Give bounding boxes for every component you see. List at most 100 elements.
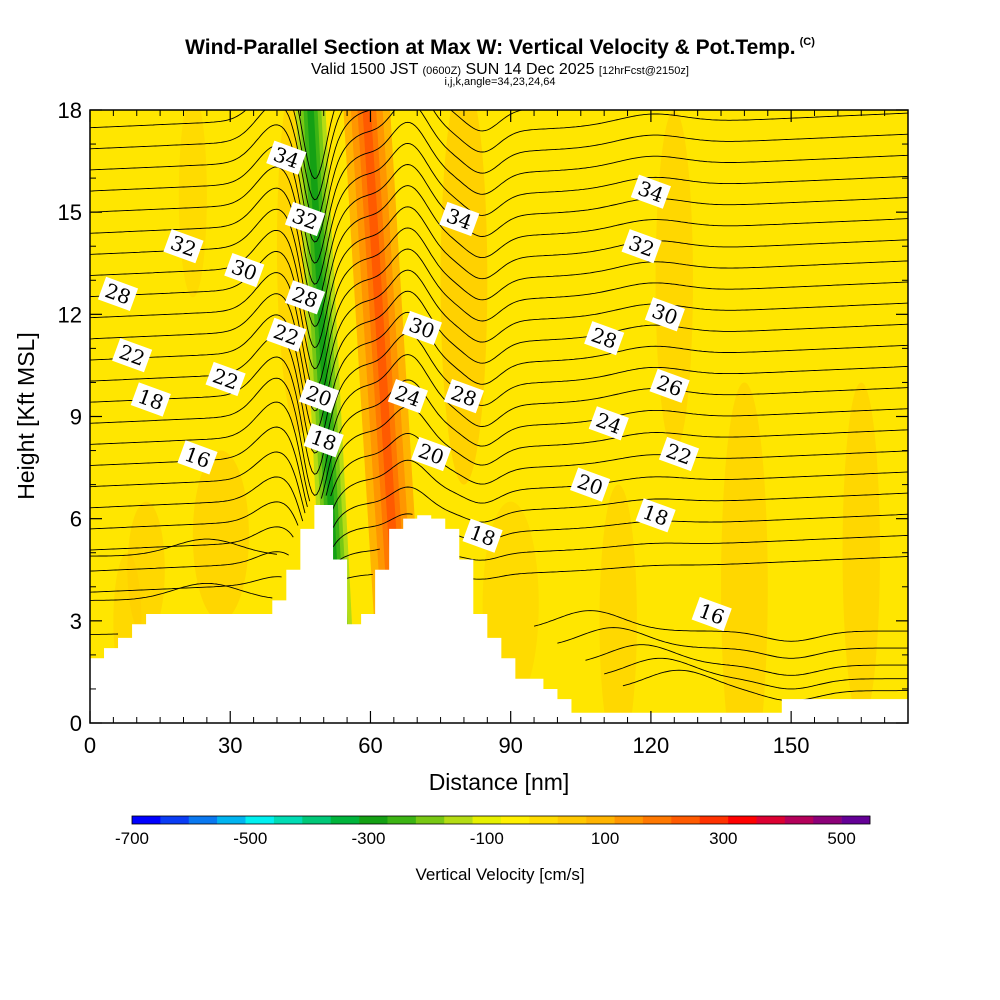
colorbar-swatch-9 — [387, 816, 417, 824]
west-contour-2 — [90, 538, 278, 557]
contour-label-box — [266, 317, 307, 352]
updraft-blob-5 — [599, 484, 637, 723]
contour-label-box — [284, 201, 326, 237]
theta-contour-19 — [90, 121, 908, 264]
theta-contour-22 — [90, 110, 525, 201]
colorbar-tick-label: -700 — [115, 829, 149, 848]
colorbar-swatch-6 — [302, 816, 331, 824]
colorbar-frame — [131, 815, 871, 825]
theta-contour-16 — [90, 185, 908, 327]
y-tick-label: 6 — [70, 507, 82, 532]
updraft-blob-1 — [192, 450, 249, 621]
contour-label-box — [387, 379, 428, 414]
y-tick-label: 18 — [58, 98, 82, 123]
copyright-mark: (C) — [799, 36, 815, 48]
theta-contour-23 — [297, 110, 485, 180]
contour-label-6: 32 — [163, 229, 204, 264]
theta-contour-18 — [90, 142, 908, 285]
colorbar-swatch-11 — [444, 816, 473, 824]
y-tick-label: 12 — [58, 302, 82, 327]
low-contour-3 — [604, 657, 908, 690]
x-tick-label: 0 — [84, 733, 96, 758]
colorbar-swatch-25 — [841, 816, 871, 824]
contour-label-26: 20 — [570, 467, 611, 502]
x-tick-label: 120 — [633, 733, 670, 758]
colorbar-swatch-12 — [472, 816, 502, 824]
contour-label-box — [588, 406, 629, 441]
colorbar: -700 -500 -300 -100 100 300 500 — [115, 815, 871, 848]
theta-contour-8 — [90, 354, 908, 496]
x-tick-label: 30 — [218, 733, 242, 758]
contour-label-box — [443, 379, 484, 414]
contour-label-box — [266, 140, 307, 175]
x-tick-label: 60 — [358, 733, 382, 758]
colorbar-swatch-4 — [245, 816, 275, 824]
updraft-blob-8 — [842, 382, 880, 723]
theta-contours — [90, 110, 908, 702]
terrain-profile — [90, 505, 908, 723]
contour-label-box — [411, 436, 452, 472]
contour-label-box — [205, 361, 246, 397]
chart-title: Wind-Parallel Section at Max W: Vertical… — [185, 36, 815, 59]
updraft-blob-7 — [721, 382, 768, 723]
low-contour-2 — [585, 644, 908, 676]
colorbar-swatch-5 — [273, 816, 303, 824]
colorbar-swatch-23 — [784, 816, 814, 824]
contour-label-box — [462, 518, 503, 553]
theta-contour-3 — [90, 486, 908, 530]
colorbar-swatch-8 — [359, 816, 388, 824]
theta-contour-15 — [90, 206, 908, 349]
contour-label-box — [224, 253, 265, 288]
colorbar-tick-label: -100 — [470, 829, 504, 848]
colorbar-swatch-10 — [415, 816, 445, 824]
contour-label-box — [177, 440, 218, 475]
theta-contour-11 — [90, 290, 908, 433]
colorbar-label: Vertical Velocity [cm/s] — [415, 865, 584, 884]
theta-contour-9 — [90, 332, 908, 475]
colorbar-swatch-18 — [642, 816, 672, 824]
low-contour-0 — [533, 610, 908, 642]
theta-contour-2 — [90, 513, 908, 551]
y-tick-label: 0 — [70, 711, 82, 736]
contour-label-box — [621, 229, 662, 264]
contour-label-box — [658, 436, 700, 472]
theta-contour-14 — [90, 227, 908, 370]
colorbar-swatch-2 — [188, 816, 218, 824]
west-contour-1 — [90, 582, 273, 601]
x-tick-label: 90 — [498, 733, 522, 758]
low-contour-1 — [557, 627, 908, 659]
chart-subtitle: Valid 1500 JST (0600Z) SUN 14 Dec 2025 [… — [311, 61, 689, 78]
colorbar-swatch-13 — [501, 816, 530, 824]
x-tick-label: 150 — [773, 733, 810, 758]
contour-label-box — [130, 382, 171, 417]
contour-label-box — [284, 280, 326, 315]
contour-label-box — [439, 201, 480, 237]
y-tick-label: 3 — [70, 609, 82, 634]
colorbar-tick-label: 300 — [709, 829, 737, 848]
contour-label-box — [112, 338, 153, 373]
contour-label-box — [584, 321, 625, 356]
colorbar-swatch-24 — [813, 816, 842, 824]
contour-label-box — [401, 310, 442, 346]
theta-contour-13 — [90, 248, 908, 391]
colorbar-swatch-14 — [529, 816, 559, 824]
contour-label-box — [691, 596, 732, 632]
contour-label-box — [630, 174, 671, 209]
axis-ticks: 0 30 60 90 120 150 0 3 6 9 12 15 18 — [58, 98, 908, 758]
terrain — [90, 505, 908, 723]
colorbar-swatch-1 — [160, 816, 190, 824]
colorbar-swatch-20 — [699, 816, 729, 824]
colorbar-swatch-19 — [671, 816, 700, 824]
y-axis-label: Height [Kft MSL] — [13, 332, 39, 499]
colorbar-swatch-21 — [728, 816, 757, 824]
contour-label-box — [303, 423, 344, 458]
theta-contour-12 — [90, 269, 908, 412]
contour-label-9: 22 — [112, 338, 153, 373]
contour-label-8: 28 — [97, 276, 139, 311]
contour-label-box — [97, 276, 139, 311]
updraft-blob-3 — [440, 110, 488, 485]
contour-label-box — [163, 229, 204, 264]
grid-params: i,j,k,angle=34,23,24,64 — [444, 76, 556, 88]
y-tick-label: 15 — [58, 200, 82, 225]
